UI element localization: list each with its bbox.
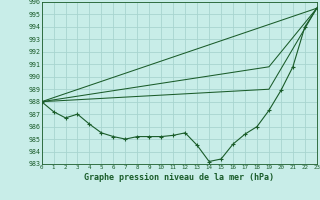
X-axis label: Graphe pression niveau de la mer (hPa): Graphe pression niveau de la mer (hPa)	[84, 173, 274, 182]
